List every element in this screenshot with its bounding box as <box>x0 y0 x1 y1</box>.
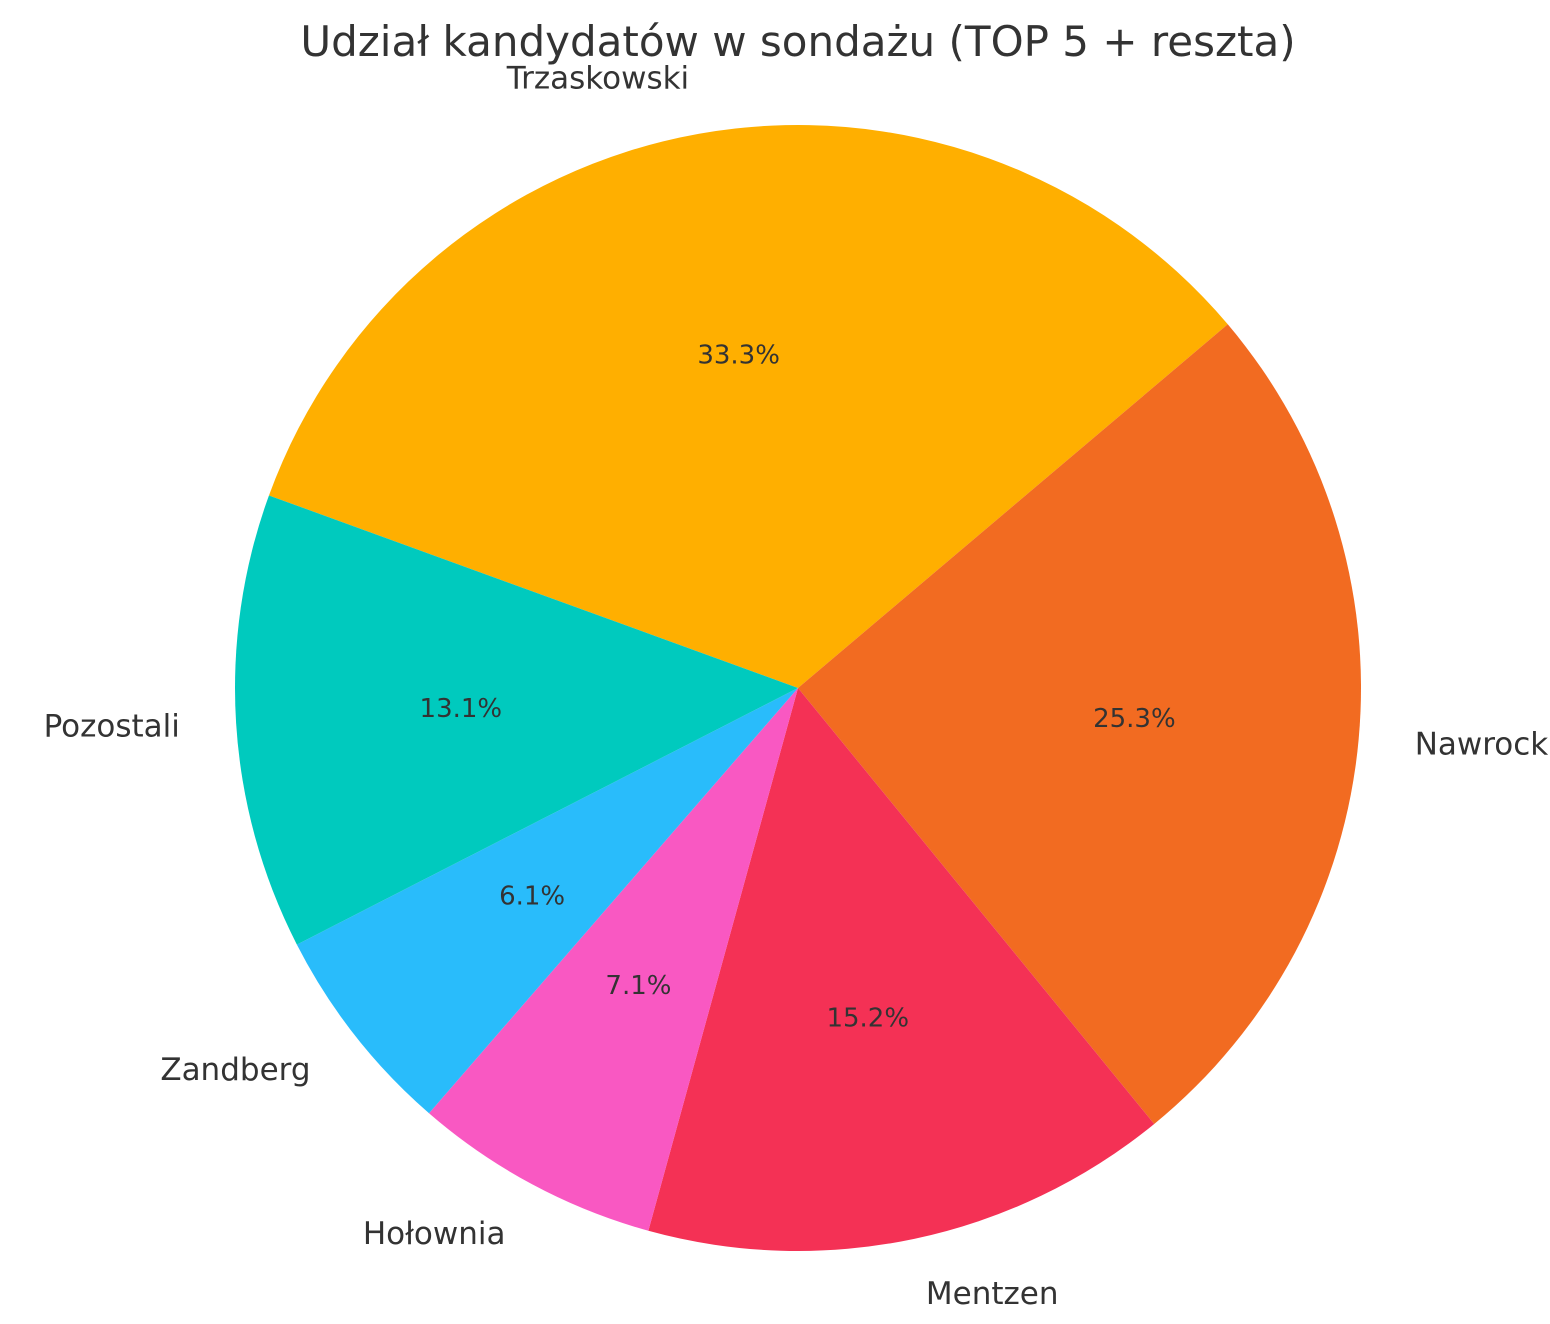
slice-label-pozostali: Pozostali <box>44 708 180 744</box>
pct-label-zandberg: 6.1% <box>499 881 565 911</box>
pie-slice-pozostali <box>235 495 798 945</box>
pie-slice-nawrocki <box>798 324 1362 1124</box>
slice-label-zandberg: Zandberg <box>160 1052 310 1088</box>
pie-slice-zandberg <box>296 688 798 1114</box>
slice-label-mentzen: Mentzen <box>926 1276 1059 1312</box>
pct-label-trzaskowski: 33.3% <box>697 340 780 370</box>
pct-label-nawrocki: 25.3% <box>1093 704 1176 734</box>
pie-slice-mentzen <box>648 688 1155 1252</box>
chart-title: Udział kandydatów w sondażu (TOP 5 + res… <box>300 17 1295 66</box>
slice-label-nawrocki: Nawrocki <box>1415 727 1550 763</box>
pie-slices <box>235 125 1362 1252</box>
pct-label-mentzen: 15.2% <box>826 1004 909 1034</box>
slice-labels: Trzaskowski Nawrocki Mentzen Hołownia Zandbe… <box>44 60 1550 1312</box>
pie-slice-holownia <box>429 688 798 1231</box>
pct-label-pozostali: 13.1% <box>420 694 503 724</box>
pct-label-holownia: 7.1% <box>605 971 671 1001</box>
slice-label-trzaskowski: Trzaskowski <box>506 60 689 96</box>
pie-slice-trzaskowski <box>268 125 1228 689</box>
percentage-labels: 33.3% 25.3% 15.2% 7.1% 6.1% 13.1% <box>420 340 1176 1033</box>
slice-label-holownia: Hołownia <box>363 1216 506 1252</box>
